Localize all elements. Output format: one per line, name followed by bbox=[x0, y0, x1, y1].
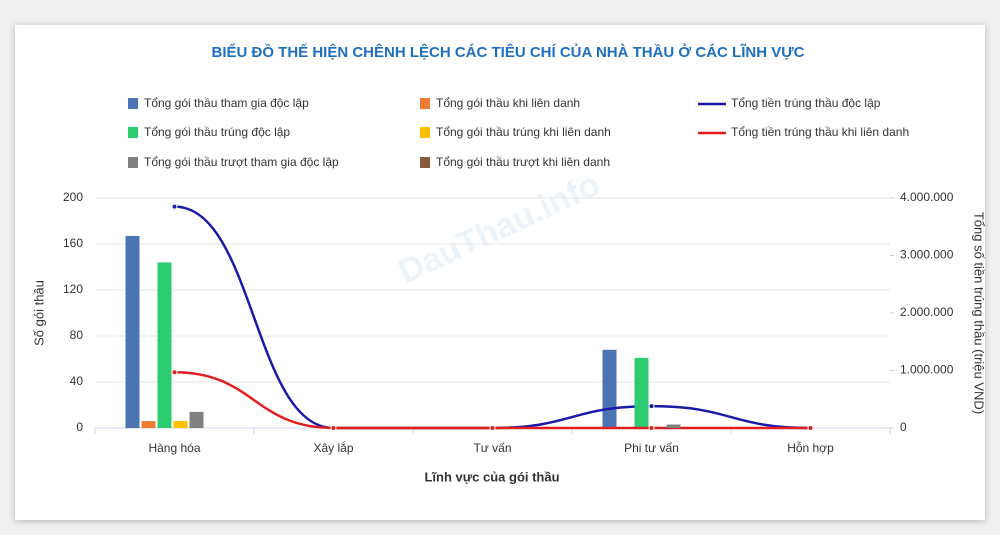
bar bbox=[634, 357, 649, 428]
y2-tick-label: 3.000.000 bbox=[900, 248, 954, 262]
y-tick-label: 40 bbox=[70, 374, 84, 388]
watermark: DauThau.info bbox=[393, 165, 606, 291]
legend-label[interactable]: Tổng gói thầu trúng khi liên danh bbox=[436, 125, 611, 139]
legend-label[interactable]: Tổng gói thầu trượt tham gia độc lập bbox=[144, 155, 339, 169]
x-tick-label: Xây lắp bbox=[313, 440, 353, 455]
bar bbox=[125, 235, 140, 428]
x-tick-label: Hàng hóa bbox=[148, 441, 200, 455]
x-tick-label: Tư vấn bbox=[473, 441, 511, 455]
y2-axis-title: Tổng số tiền trúng thầu (triệu VND) bbox=[972, 212, 987, 414]
x-tick-label: Hỗn hợp bbox=[787, 440, 834, 455]
legend-symbol bbox=[128, 98, 138, 109]
bar bbox=[157, 262, 172, 428]
line-point bbox=[648, 403, 655, 410]
line-point bbox=[489, 425, 496, 431]
bar bbox=[189, 411, 204, 428]
legend-symbol bbox=[128, 157, 138, 168]
legend-label[interactable]: Tổng tiền trúng thầu độc lập bbox=[731, 96, 881, 110]
bar bbox=[141, 421, 156, 428]
line-point bbox=[171, 369, 178, 376]
bar bbox=[666, 424, 681, 428]
legend-label[interactable]: Tổng gói thầu trúng độc lập bbox=[144, 125, 290, 139]
legend-symbol bbox=[420, 157, 430, 168]
line-point bbox=[807, 425, 814, 431]
y-tick-label: 0 bbox=[76, 420, 83, 434]
legend-label[interactable]: Tổng gói thầu khi liên danh bbox=[436, 96, 580, 110]
y2-tick-label: 0 bbox=[900, 420, 907, 434]
y-tick-label: 200 bbox=[63, 190, 83, 204]
line-point bbox=[330, 425, 337, 431]
chart-card bbox=[15, 25, 985, 520]
legend-symbol bbox=[420, 127, 430, 138]
bar bbox=[173, 421, 188, 428]
y-tick-label: 80 bbox=[70, 328, 84, 342]
y2-tick-label: 4.000.000 bbox=[900, 190, 954, 204]
legend-symbol bbox=[128, 127, 138, 138]
legend-label[interactable]: Tổng tiền trúng thầu khi liên danh bbox=[731, 125, 909, 139]
legend-label[interactable]: Tổng gói thầu tham gia độc lập bbox=[144, 96, 309, 110]
line bbox=[174, 370, 811, 430]
y-tick-label: 120 bbox=[63, 282, 83, 296]
y-axis-title: Số gói thầu bbox=[31, 280, 46, 346]
legend-label[interactable]: Tổng gói thầu trượt khi liên danh bbox=[436, 155, 610, 169]
x-tick-label: Phi tư vấn bbox=[624, 441, 679, 455]
line-point bbox=[171, 203, 178, 210]
y-tick-label: 160 bbox=[63, 236, 83, 250]
line-point bbox=[648, 425, 655, 431]
y2-tick-label: 2.000.000 bbox=[900, 305, 954, 319]
x-axis-title: Lĩnh vực của gói thầu bbox=[424, 469, 559, 484]
bar bbox=[602, 349, 617, 428]
chart-title: BIỂU ĐỒ THỂ HIỆN CHÊNH LỆCH CÁC TIÊU CHÍ… bbox=[211, 43, 804, 61]
legend-symbol bbox=[420, 98, 430, 109]
y2-tick-label: 1.000.000 bbox=[900, 363, 954, 377]
